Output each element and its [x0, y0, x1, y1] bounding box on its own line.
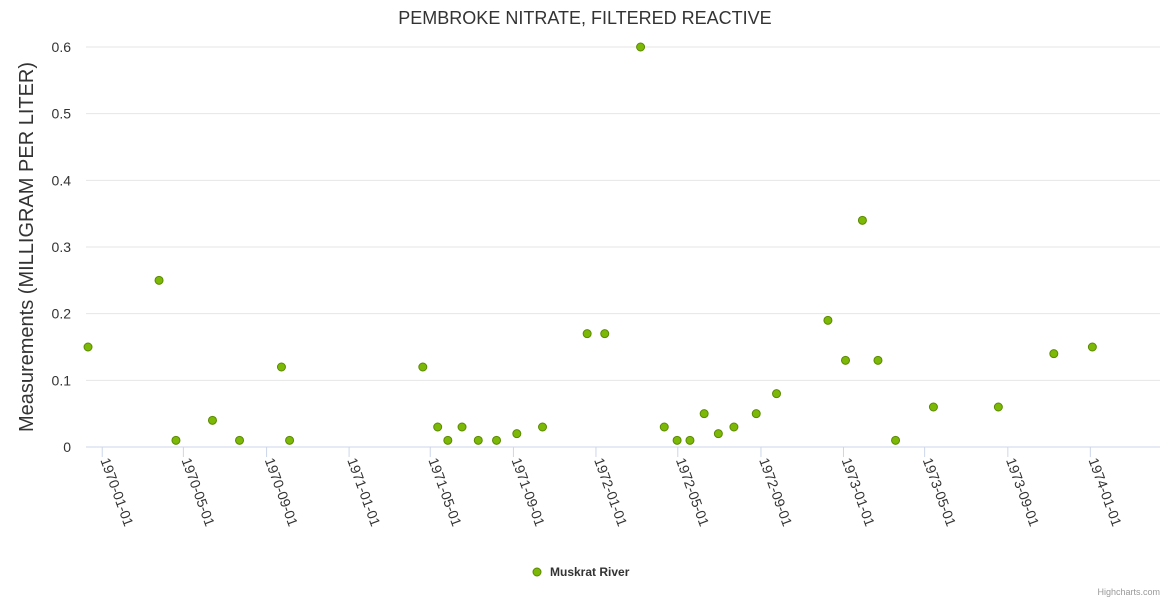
data-point — [276, 362, 286, 372]
data-point — [636, 42, 646, 52]
data-point — [418, 362, 428, 372]
x-axis-ticks: 1970-01-01 1970-05-01 1970-09-01 1971-01-01… — [97, 447, 1125, 529]
data-point — [729, 422, 739, 432]
y-tick-label: 0 — [63, 439, 71, 455]
data-point — [993, 402, 1003, 412]
y-axis-title: Measurements (MILLIGRAM PER LITER) — [16, 62, 38, 432]
data-point — [171, 435, 181, 445]
data-point — [207, 415, 217, 425]
x-tick-label: 1973-05-01 — [920, 456, 960, 529]
y-tick-label: 0.2 — [52, 306, 72, 322]
data-point — [772, 389, 782, 399]
data-point — [538, 422, 548, 432]
data-point — [841, 355, 851, 365]
data-point — [891, 435, 901, 445]
data-point — [473, 435, 483, 445]
data-point — [699, 409, 709, 419]
chart-title: PEMBROKE NITRATE, FILTERED REACTIVE — [398, 8, 771, 28]
data-point — [512, 429, 522, 439]
data-point — [285, 435, 295, 445]
data-point — [672, 435, 682, 445]
data-point — [600, 329, 610, 339]
data-point — [873, 355, 883, 365]
data-point — [582, 329, 592, 339]
data-point — [1049, 349, 1059, 359]
credits[interactable]: Highcharts.com — [1097, 587, 1160, 597]
y-axis-ticks: 0 0.1 0.2 0.3 0.4 0.5 0.6 — [52, 39, 72, 455]
y-tick-label: 0.1 — [52, 372, 72, 388]
data-point — [1087, 342, 1097, 352]
x-tick-label: 1973-09-01 — [1003, 456, 1043, 529]
data-point — [713, 429, 723, 439]
data-point — [751, 409, 761, 419]
y-tick-label: 0.3 — [52, 239, 72, 255]
grid-lines — [86, 46, 1160, 381]
x-tick-label: 1971-09-01 — [509, 456, 549, 529]
data-point — [685, 435, 695, 445]
x-tick-label: 1970-09-01 — [262, 456, 302, 529]
data-point — [83, 342, 93, 352]
y-tick-label: 0.6 — [52, 39, 72, 55]
data-point — [492, 435, 502, 445]
data-point — [235, 435, 245, 445]
data-point — [457, 422, 467, 432]
x-tick-label: 1970-05-01 — [179, 456, 219, 529]
x-tick-label: 1970-01-01 — [97, 456, 137, 529]
legend-label: Muskrat River — [550, 565, 630, 579]
x-tick-label: 1972-09-01 — [756, 456, 796, 529]
legend-marker — [532, 567, 542, 577]
y-tick-label: 0.4 — [52, 172, 72, 188]
x-tick-label: 1971-05-01 — [425, 456, 465, 529]
data-point — [154, 275, 164, 285]
y-tick-label: 0.5 — [52, 106, 72, 122]
data-point — [823, 315, 833, 325]
x-tick-label: 1971-01-01 — [344, 456, 384, 529]
data-point — [443, 435, 453, 445]
data-points — [83, 42, 1097, 445]
data-point — [928, 402, 938, 412]
x-tick-label: 1974-01-01 — [1086, 456, 1126, 529]
legend[interactable]: Muskrat River — [532, 565, 630, 579]
data-point — [433, 422, 443, 432]
data-point — [857, 215, 867, 225]
x-tick-label: 1972-01-01 — [591, 456, 631, 529]
x-tick-label: 1972-05-01 — [673, 456, 713, 529]
x-tick-label: 1973-01-01 — [839, 456, 879, 529]
data-point — [659, 422, 669, 432]
